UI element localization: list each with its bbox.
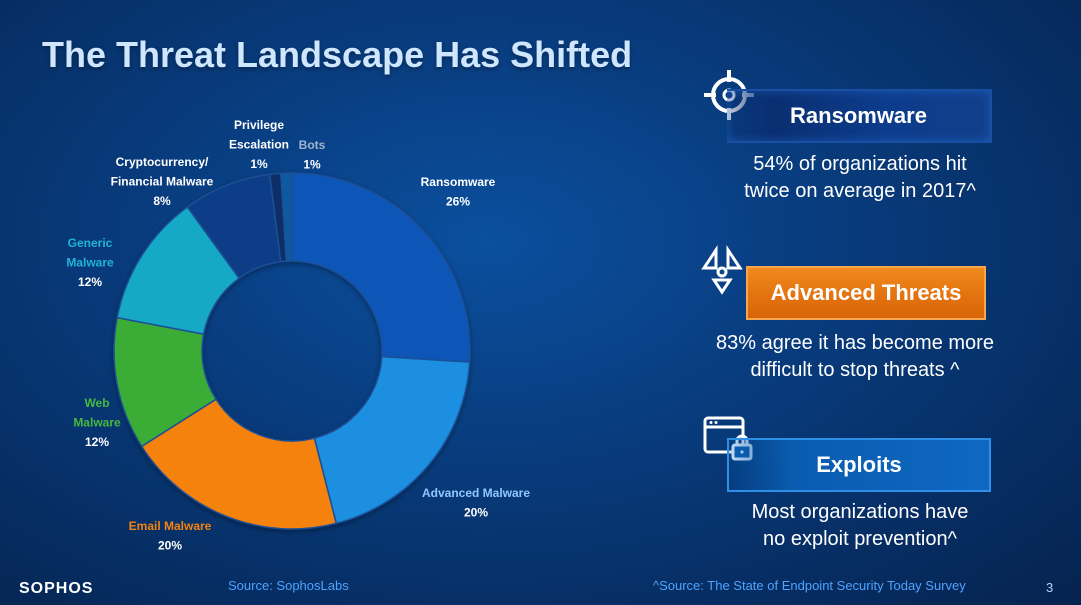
- slice-value-label: 12%: [78, 275, 102, 289]
- exploits-description: Most organizations have no exploit preve…: [722, 499, 998, 553]
- page-number: 3: [1046, 580, 1054, 595]
- slice-category-label: Financial Malware: [111, 175, 214, 189]
- slice-label-8: Bots 1%: [299, 138, 326, 172]
- survey-source: ^Source: The State of Endpoint Security …: [653, 578, 966, 593]
- ransomware-desc-line: twice on average in 2017^: [744, 180, 976, 202]
- slide-title: The Threat Landscape Has Shifted: [42, 34, 633, 75]
- slice-category-label: Ransomware: [421, 175, 496, 189]
- ransomware-banner: Ransomware: [727, 89, 992, 143]
- slice-value-label: 20%: [158, 539, 182, 553]
- ransomware-desc-line: 54% of organizations hit: [753, 153, 967, 175]
- slice-category-label: Cryptocurrency/: [116, 155, 209, 169]
- slice-category-label: Malware: [66, 256, 114, 270]
- chart-source: Source: SophosLabs: [228, 578, 349, 593]
- slice-value-label: 8%: [153, 194, 171, 208]
- slice-label-7: Privilege Escalation 1%: [229, 118, 289, 171]
- radiation-icon: [701, 245, 743, 295]
- donut-slice-1: [291, 172, 471, 363]
- slice-value-label: 1%: [303, 158, 321, 172]
- advanced-threats-desc-line: difficult to stop threats ^: [750, 359, 960, 381]
- exploits-desc-line: Most organizations have: [751, 501, 969, 523]
- ransomware-description: 54% of organizations hit twice on averag…: [722, 151, 998, 205]
- slice-label-1: Ransomware 26%: [421, 175, 496, 209]
- slice-category-label: Privilege: [234, 118, 284, 132]
- slice-category-label: Bots: [299, 138, 326, 152]
- advanced-threats-banner: Advanced Threats: [746, 266, 986, 320]
- slice-category-label: Escalation: [229, 138, 289, 152]
- slice-category-label: Web: [84, 396, 109, 410]
- sophos-logo: SOPHOS: [19, 580, 94, 597]
- slice-label-6: Cryptocurrency/Financial Malware 8%: [111, 155, 214, 208]
- slice-label-2: Advanced Malware 20%: [422, 486, 530, 520]
- slice-label-4: Web Malware 12%: [73, 396, 121, 449]
- exploits-desc-line: no exploit prevention^: [763, 528, 957, 550]
- donut-slice-2: [313, 355, 471, 525]
- slice-label-3: Email Malware 20%: [129, 519, 212, 553]
- slice-category-label: Generic: [68, 236, 113, 250]
- donut-slice-3: [140, 398, 338, 530]
- slice-value-label: 1%: [250, 157, 268, 171]
- slice-value-label: 20%: [464, 506, 488, 520]
- donut-slice-8: [280, 172, 293, 262]
- slice-category-label: Advanced Malware: [422, 486, 530, 500]
- exploits-banner: Exploits: [727, 438, 991, 492]
- advanced-threats-desc-line: 83% agree it has become more: [716, 332, 994, 354]
- donut-chart: Ransomware 26%Advanced Malware 20%Email Ma…: [66, 118, 531, 553]
- slice-category-label: Malware: [73, 416, 121, 430]
- slice-value-label: 12%: [85, 435, 109, 449]
- advanced-threats-description: 83% agree it has become more difficult t…: [700, 330, 1010, 384]
- slice-value-label: 26%: [446, 195, 470, 209]
- slice-label-5: Generic Malware 12%: [66, 236, 114, 289]
- slice-category-label: Email Malware: [129, 519, 212, 533]
